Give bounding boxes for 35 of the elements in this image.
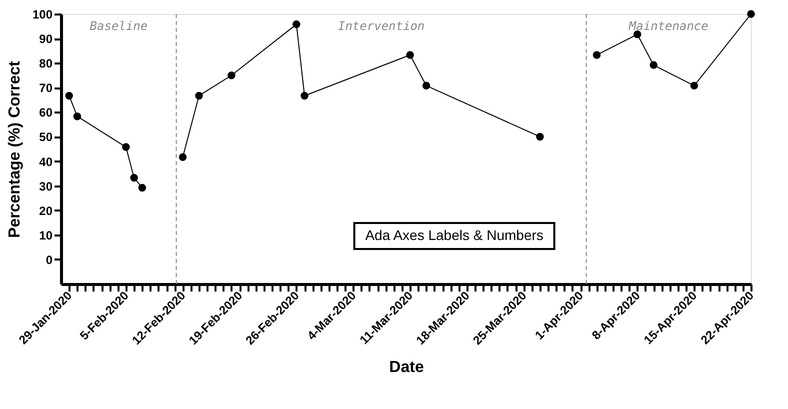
point — [300, 92, 308, 100]
annotation: Intervention — [338, 19, 425, 33]
y-tick-label: 50 — [39, 130, 53, 144]
y-tick-label: 10 — [39, 228, 53, 242]
y-tick-label: 40 — [39, 154, 53, 169]
point — [195, 92, 203, 100]
x-axis-title: Date — [389, 358, 424, 376]
y-tick-label: 0 — [46, 252, 53, 267]
annotation: Ada Axes Labels & Numbers — [365, 227, 544, 243]
y-tick-label: 70 — [39, 81, 53, 96]
y-tick-label: 80 — [39, 56, 53, 71]
y-tick-label: 100 — [32, 8, 53, 22]
point — [178, 153, 187, 161]
point — [633, 30, 642, 38]
point — [292, 20, 300, 28]
point — [65, 92, 73, 100]
point — [747, 10, 755, 18]
point — [228, 72, 236, 80]
y-axis-title: Percentage (%) Correct — [6, 60, 24, 238]
annotation: Maintenance — [628, 19, 708, 33]
point — [122, 143, 130, 151]
point — [690, 82, 698, 90]
y-tick-label: 90 — [39, 32, 53, 46]
point — [422, 82, 430, 90]
y-tick-label: 30 — [39, 179, 53, 194]
point — [536, 132, 544, 141]
point — [406, 51, 414, 59]
annotation: Baseline — [90, 19, 148, 33]
point — [138, 184, 146, 192]
y-tick-label: 60 — [39, 106, 53, 120]
point — [650, 61, 658, 69]
point — [73, 112, 82, 120]
y-tick-label: 20 — [39, 204, 53, 218]
point — [592, 51, 601, 59]
point — [130, 174, 138, 182]
